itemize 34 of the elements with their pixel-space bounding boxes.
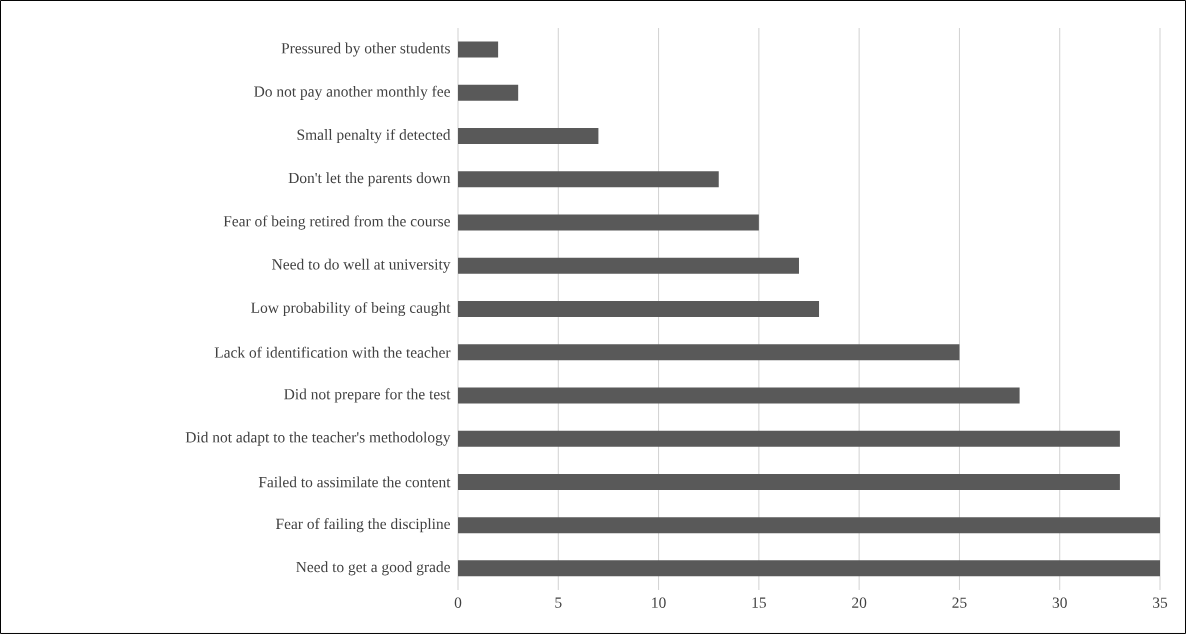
y-tick-label: Need to get a good grade: [296, 561, 450, 576]
bar: [458, 473, 1120, 490]
x-tick-label: 35: [1153, 597, 1168, 608]
x-tick-label: 20: [852, 597, 867, 608]
bar: [458, 344, 960, 361]
y-tick-label: Pressured by other students: [281, 42, 450, 57]
bar: [458, 560, 1161, 577]
y-tick-label: Low probability of being caught: [251, 301, 451, 317]
bar: [458, 387, 1020, 404]
y-tick-label: Did not adapt to the teacher's methodology: [185, 431, 451, 446]
x-tick-label: 30: [1052, 597, 1067, 608]
x-tick-label: 10: [652, 597, 666, 608]
bar: [458, 517, 1161, 534]
y-tick-label: Did not prepare for the test: [284, 388, 451, 403]
x-tick-label: 5: [555, 597, 562, 608]
bar: [458, 257, 799, 274]
x-tick-label: 0: [454, 597, 462, 608]
y-tick-label: Fear of being retired from the course: [223, 215, 450, 230]
bar: [458, 430, 1120, 447]
bar: [458, 171, 719, 188]
bar: [458, 41, 499, 58]
bar: [458, 214, 759, 231]
y-tick-label: Do not pay another monthly fee: [254, 85, 450, 100]
y-tick-label: Need to do well at university: [272, 258, 451, 273]
bar: [458, 84, 519, 101]
x-tick-label: 15: [752, 597, 766, 608]
y-tick-label: Lack of identification with the teacher: [214, 346, 451, 358]
x-tick-label: 25: [952, 597, 967, 608]
bar: [458, 128, 599, 145]
y-tick-label: Small penalty if detected: [297, 128, 451, 144]
y-tick-label: Don't let the parents down: [288, 172, 451, 187]
y-tick-label: Fear of failing the discipline: [275, 518, 450, 533]
bar: [458, 300, 820, 317]
y-tick-label: Failed to assimilate the content: [258, 476, 451, 488]
